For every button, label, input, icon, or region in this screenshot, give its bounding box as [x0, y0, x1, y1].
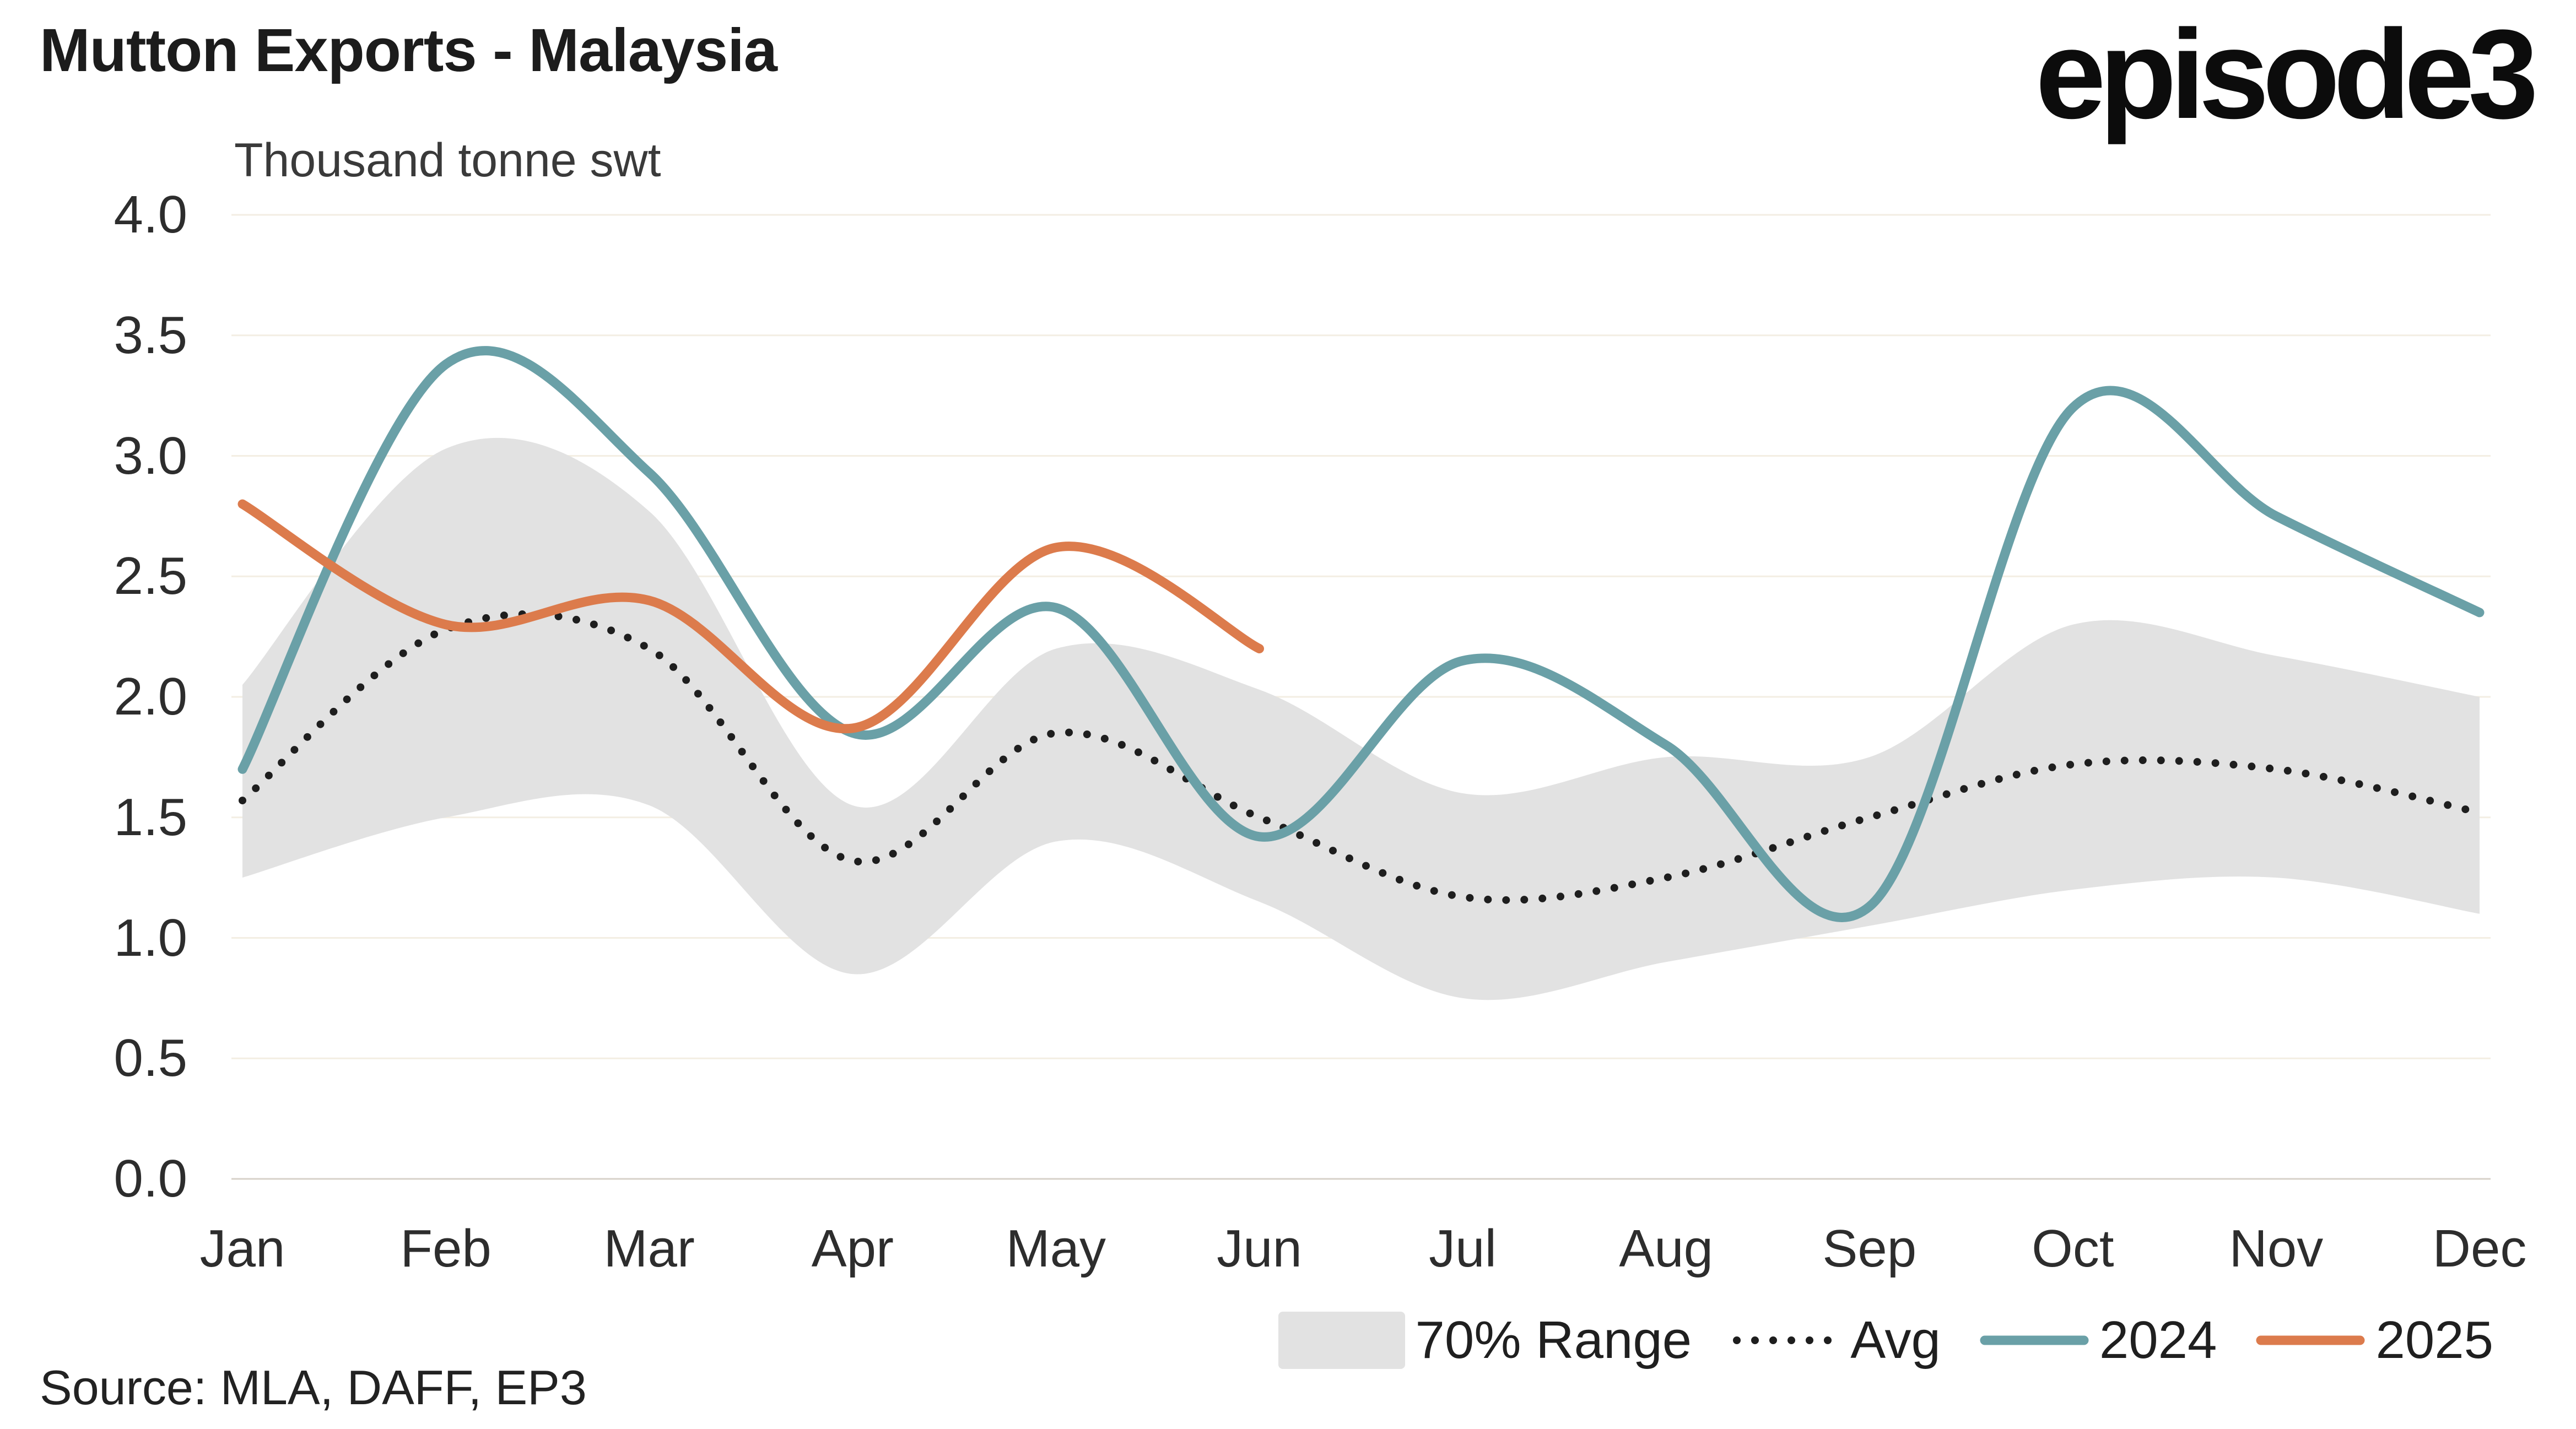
legend-label-2025: 2025	[2375, 1311, 2493, 1370]
series-line-2025	[237, 499, 1264, 734]
x-axis-tick-label: Dec	[2432, 1219, 2527, 1278]
legend-item-70-range: 70% Range	[1278, 1310, 1692, 1371]
x-axis-tick-label: Jan	[199, 1219, 285, 1278]
series-line-2024	[237, 346, 2485, 922]
series-line-avg	[239, 610, 2483, 904]
y-axis-tick-label: 1.5	[114, 787, 187, 847]
x-axis-tick-label: Oct	[2032, 1219, 2114, 1278]
legend-item-2024: 2024	[1979, 1310, 2217, 1371]
x-axis-tick-label: Jun	[1217, 1219, 1302, 1278]
y-axis-tick-label: 3.5	[114, 305, 187, 365]
x-axis-tick-label: Mar	[603, 1219, 695, 1278]
avg-dotted-line-icon	[1733, 1336, 1840, 1344]
range-band-swatch-icon	[1278, 1312, 1406, 1369]
plot-area	[231, 214, 2491, 1180]
y-axis-tick-label: 1.0	[114, 908, 187, 967]
line-2025-swatch-icon	[2256, 1335, 2365, 1345]
x-axis-tick-label: Aug	[1619, 1219, 1714, 1278]
y-axis-tick-label: 3.0	[114, 426, 187, 485]
y-axis-tick-label: 2.5	[114, 546, 187, 606]
y-axis-tick-label: 2.0	[114, 667, 187, 726]
range-band	[242, 437, 2480, 1000]
x-axis-tick-label: Apr	[811, 1219, 894, 1278]
y-axis-tick-label: 0.5	[114, 1029, 187, 1088]
x-axis-tick-label: May	[1006, 1219, 1106, 1278]
source-note: Source: MLA, DAFF, EP3	[40, 1360, 587, 1415]
y-axis-tick-label: 0.0	[114, 1149, 187, 1208]
chart-title: Mutton Exports - Malaysia	[40, 17, 777, 84]
legend-item-avg: Avg	[1730, 1310, 1941, 1371]
line-2024-swatch-icon	[1980, 1335, 2089, 1345]
chart-legend: 70% Range Avg 2024 2025	[1278, 1310, 2493, 1371]
x-axis-tick-label: Jul	[1429, 1219, 1497, 1278]
y-axis-tick-label: 4.0	[114, 185, 187, 244]
x-axis-tick-label: Feb	[400, 1219, 492, 1278]
chart-units-label: Thousand tonne swt	[234, 134, 661, 187]
legend-label-avg: Avg	[1850, 1311, 1941, 1370]
legend-item-2025: 2025	[2255, 1310, 2493, 1371]
x-axis-tick-label: Nov	[2229, 1219, 2324, 1278]
legend-label-2024: 2024	[2099, 1311, 2217, 1370]
x-axis-tick-label: Sep	[1822, 1219, 1917, 1278]
brand-logo: episode3	[2035, 3, 2539, 145]
legend-label-70-range: 70% Range	[1415, 1311, 1692, 1370]
